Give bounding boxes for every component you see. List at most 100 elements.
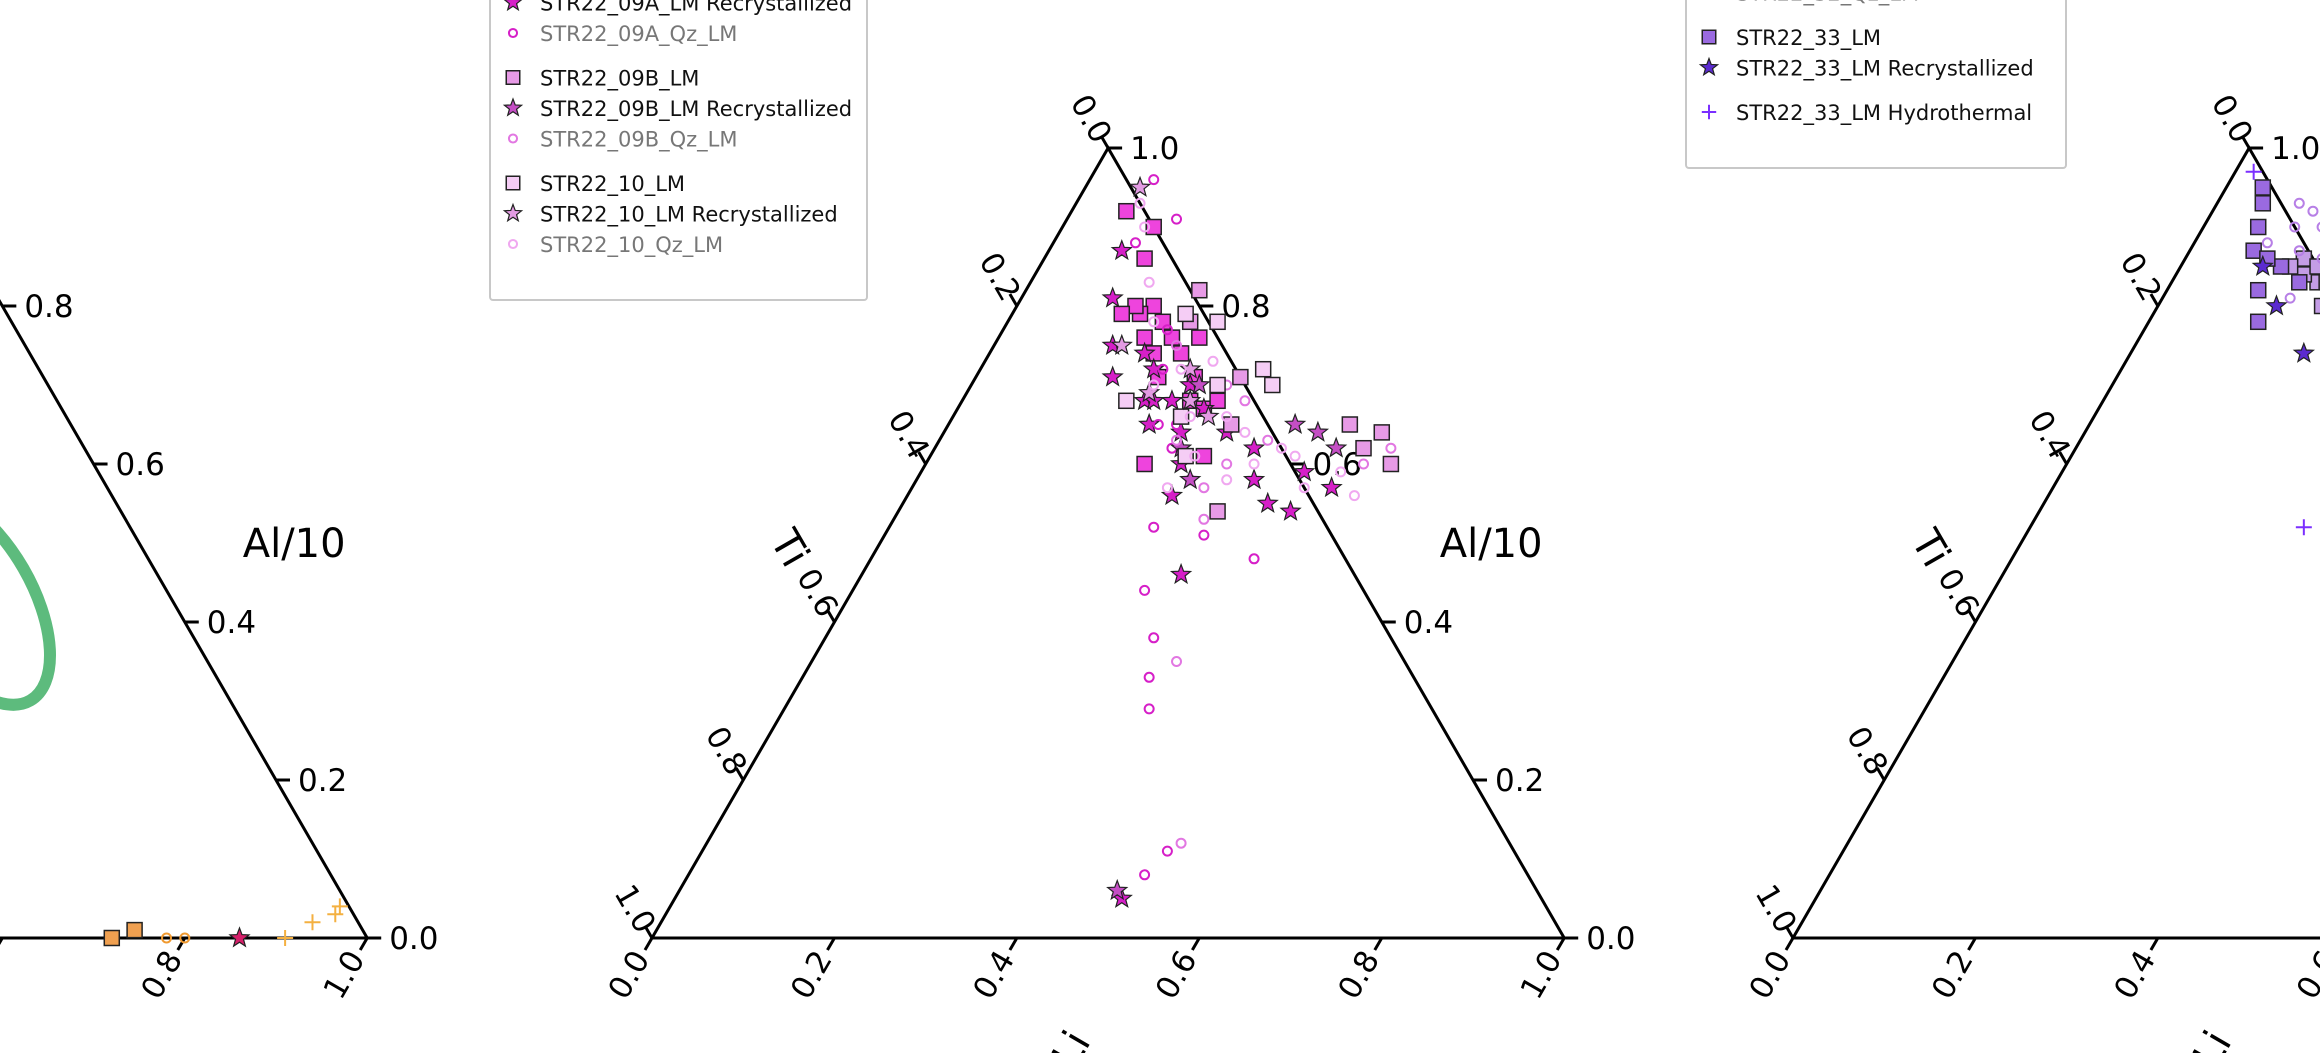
legend-marker-plus xyxy=(1701,104,1717,120)
data-point-circle-open xyxy=(1239,426,1251,438)
data-point-plus xyxy=(277,930,294,946)
data-point-star xyxy=(1325,436,1348,458)
bottom-tick xyxy=(176,937,187,951)
data-point-circle-open xyxy=(1148,521,1160,533)
axis-title-left: Ti xyxy=(760,521,818,575)
left-tick-label: 0.4 xyxy=(880,405,936,466)
data-point-circle-open xyxy=(1148,632,1160,644)
data-point-star xyxy=(1138,412,1161,434)
data-point-circle-open xyxy=(1207,355,1219,367)
data-point-square xyxy=(1382,455,1400,473)
bottom-tick-label: 0.4 xyxy=(2107,945,2163,1006)
bottom-tick xyxy=(2149,937,2160,951)
left-tick-label: 0.6 xyxy=(789,563,845,624)
axis-title-bottom: Li xyxy=(2185,1024,2242,1053)
data-point-square xyxy=(1118,202,1135,220)
legend-label: STR22_10_Qz_LM xyxy=(540,233,723,258)
data-point-circle-open xyxy=(1184,411,1196,423)
ternary-panel-right: 0.00.00.00.20.20.20.40.40.40.60.60.60.80… xyxy=(1742,89,2320,1053)
data-point-star xyxy=(228,926,251,948)
data-point-circle-open xyxy=(1139,221,1151,233)
legend-label: STR22_09B_LM Recrystallized xyxy=(540,97,852,122)
data-point-star xyxy=(1169,562,1193,585)
data-point-star xyxy=(1133,341,1156,363)
data-point-plus xyxy=(327,906,344,923)
data-point-square xyxy=(1264,376,1281,394)
data-point-circle-open xyxy=(1385,442,1397,454)
data-point-star xyxy=(2251,254,2274,276)
data-point-circle-open xyxy=(1175,363,1187,375)
data-point-square xyxy=(1355,439,1372,457)
triangle-frame xyxy=(0,298,370,940)
data-point-circle-open xyxy=(2284,292,2296,304)
left-tick xyxy=(734,767,745,781)
left-tick-label: 0.4 xyxy=(2021,405,2077,466)
data-point-circle-open xyxy=(1171,340,1183,351)
bottom-tick-label: 1.0 xyxy=(1514,945,1570,1006)
data-point-circle-open xyxy=(1161,482,1173,494)
highlight-ellipse xyxy=(0,485,56,711)
left-tick-label: 0.0 xyxy=(2204,89,2260,150)
left-tick xyxy=(2149,293,2160,307)
left-tick-label: 1.0 xyxy=(1748,879,1804,940)
left-tick xyxy=(1008,293,1019,307)
legend-marker-circle-open xyxy=(507,133,519,144)
legend-marker-star xyxy=(1698,56,1720,77)
data-point-circle-open xyxy=(1152,419,1164,430)
data-point-square xyxy=(2291,274,2308,291)
data-point-circle-open xyxy=(2261,237,2273,249)
data-point-square xyxy=(1191,329,1208,346)
data-point-circle-open xyxy=(161,932,173,944)
right-tick-label: 0.0 xyxy=(1586,921,1635,957)
data-point-square xyxy=(2245,242,2262,259)
legend-label: STR22_09B_LM xyxy=(540,67,699,92)
data-point-circle-open xyxy=(1262,434,1274,446)
data-point-circle-open xyxy=(2293,197,2305,209)
data-point-square xyxy=(2313,297,2320,315)
data-point-square xyxy=(1195,447,1213,465)
bottom-tick xyxy=(1555,937,1566,951)
data-point-star xyxy=(1256,491,1279,513)
legend-marker-square xyxy=(505,70,521,85)
legend-right-panel: STR22_32_LMSTR22_32_Qz_LMSTR22_33_LMSTR2… xyxy=(1685,0,2067,169)
data-point-star xyxy=(1179,468,1202,490)
data-point-square xyxy=(103,929,121,947)
data-point-square xyxy=(1172,408,1190,425)
data-point-square xyxy=(1232,368,1249,386)
left-tick xyxy=(826,609,836,623)
right-tick-label: 0.4 xyxy=(1404,605,1453,641)
data-point-circle-open xyxy=(1275,442,1287,454)
bottom-tick-label: 0.0 xyxy=(601,945,657,1006)
left-tick xyxy=(1784,925,1795,939)
data-point-circle-open xyxy=(1248,553,1260,565)
left-tick xyxy=(1099,135,1110,149)
legend-label: STR22_10_LM xyxy=(540,172,685,197)
legend-marker-square xyxy=(505,175,521,191)
bottom-tick-label: 0.2 xyxy=(784,945,840,1006)
data-point-star xyxy=(1101,365,1124,387)
data-point-circle-open xyxy=(1221,411,1233,423)
data-point-circle-open xyxy=(2289,221,2301,233)
right-tick-label: 0.2 xyxy=(298,763,347,799)
legend-box xyxy=(1685,0,2067,169)
axis-title-right: Al/10 xyxy=(1440,521,1543,567)
data-point-square xyxy=(1209,313,1226,331)
data-point-square xyxy=(2249,313,2267,331)
bottom-tick-label: 0.2 xyxy=(1925,945,1981,1006)
data-point-plus xyxy=(2245,163,2262,180)
legend-label: STR22_09A_LM Recrystallized xyxy=(540,0,852,17)
data-point-plus xyxy=(304,914,321,931)
data-point-circle-open xyxy=(1248,458,1260,470)
bottom-tick-label: 1.0 xyxy=(317,945,373,1006)
data-point-star xyxy=(1110,333,1133,355)
left-tick-label: 0.6 xyxy=(1930,563,1986,624)
legend-label: STR22_33_LM Recrystallized xyxy=(1736,57,2034,82)
bottom-tick-label: 0.0 xyxy=(1742,945,1798,1006)
bottom-tick xyxy=(1967,937,1977,951)
data-point-square xyxy=(1254,360,1272,378)
data-point-star xyxy=(1306,420,1330,442)
right-tick-label: 1.0 xyxy=(1130,131,1179,167)
right-tick-label: 1.0 xyxy=(2271,131,2320,167)
data-point-square xyxy=(1177,305,1194,323)
